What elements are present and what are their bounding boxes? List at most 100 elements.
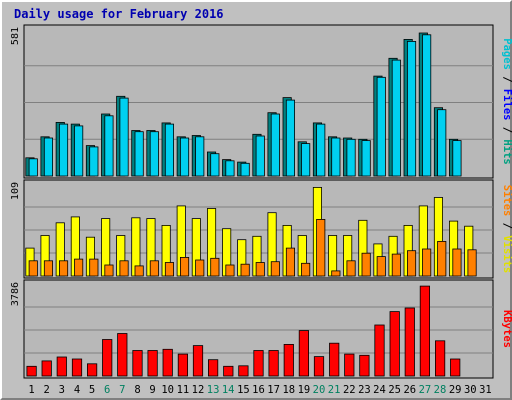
bar-pages-day-4 xyxy=(74,125,84,177)
legend-label: Sites xyxy=(501,185,512,217)
day-label-2: 2 xyxy=(44,384,50,396)
day-label-29: 29 xyxy=(449,384,462,396)
day-label-27: 27 xyxy=(419,384,432,396)
bar-sites-day-15 xyxy=(240,263,250,277)
chart-title: Daily usage for February 2016 xyxy=(14,7,224,21)
day-label-18: 18 xyxy=(282,384,295,396)
bar-pages-day-23 xyxy=(361,140,371,177)
bar-pages-day-5 xyxy=(89,146,99,177)
bar-pages-day-13 xyxy=(210,153,220,177)
bar-sites-day-20 xyxy=(316,218,326,277)
legend-pages-files-hits: Pages / Files / Hits xyxy=(501,38,512,164)
bar-sites-day-12 xyxy=(195,259,205,277)
day-label-31: 31 xyxy=(479,384,492,396)
day-label-16: 16 xyxy=(252,384,265,396)
bar-pages-day-1 xyxy=(28,158,38,177)
legend-label: / xyxy=(501,70,512,89)
bar-sites-day-11 xyxy=(179,256,190,277)
bar-pages-day-28 xyxy=(437,109,447,177)
bar-kbytes-day-19 xyxy=(298,330,310,377)
bar-kbytes-day-12 xyxy=(192,345,204,377)
bar-pages-day-27 xyxy=(422,34,432,177)
bar-kbytes-day-9 xyxy=(147,350,158,377)
bar-sites-day-5 xyxy=(89,258,99,277)
bar-sites-day-28 xyxy=(437,240,447,277)
max-label-kbytes: 3786 xyxy=(10,282,21,306)
bar-pages-day-26 xyxy=(406,41,417,177)
day-label-6: 6 xyxy=(104,384,110,396)
bar-sites-day-9 xyxy=(149,260,159,277)
legend-kbytes: KBytes xyxy=(501,310,512,348)
bar-sites-day-18 xyxy=(285,247,295,277)
bar-pages-day-21 xyxy=(331,137,341,177)
bar-kbytes-day-27 xyxy=(419,285,431,377)
bar-pages-day-3 xyxy=(59,123,69,177)
bar-sites-day-16 xyxy=(255,262,265,277)
bar-sites-day-17 xyxy=(270,261,280,277)
bar-kbytes-day-1 xyxy=(26,365,37,377)
bar-sites-day-19 xyxy=(301,262,311,277)
bar-pages-day-15 xyxy=(240,162,250,177)
bar-sites-day-29 xyxy=(452,248,462,277)
bar-pages-day-6 xyxy=(104,115,114,177)
bar-pages-day-8 xyxy=(134,131,144,177)
bar-pages-day-2 xyxy=(43,137,53,177)
bar-pages-day-18 xyxy=(285,99,295,177)
day-label-20: 20 xyxy=(313,384,326,396)
day-label-14: 14 xyxy=(222,384,235,396)
bar-kbytes-day-15 xyxy=(238,365,249,377)
bar-sites-day-26 xyxy=(406,250,417,277)
day-label-23: 23 xyxy=(358,384,371,396)
bar-sites-day-6 xyxy=(104,264,114,277)
day-label-5: 5 xyxy=(89,384,95,396)
bar-pages-day-25 xyxy=(391,59,401,177)
bar-kbytes-day-8 xyxy=(132,350,143,377)
bar-pages-day-11 xyxy=(179,137,190,177)
day-label-8: 8 xyxy=(134,384,140,396)
bar-kbytes-day-28 xyxy=(434,340,446,377)
day-label-13: 13 xyxy=(207,384,220,396)
day-label-9: 9 xyxy=(149,384,155,396)
day-label-21: 21 xyxy=(328,384,341,396)
day-label-15: 15 xyxy=(237,384,250,396)
day-label-7: 7 xyxy=(119,384,125,396)
bar-pages-day-9 xyxy=(149,131,159,177)
day-label-10: 10 xyxy=(161,384,174,396)
day-label-12: 12 xyxy=(192,384,205,396)
bar-pages-day-17 xyxy=(270,113,280,177)
bar-sites-day-22 xyxy=(346,260,356,277)
bar-kbytes-day-13 xyxy=(207,359,219,377)
bar-sites-day-4 xyxy=(74,258,84,277)
legend-label: / xyxy=(501,120,512,139)
bar-kbytes-day-16 xyxy=(253,350,264,377)
day-label-19: 19 xyxy=(298,384,311,396)
bar-pages-day-19 xyxy=(301,143,311,177)
legend-label: / xyxy=(501,216,512,235)
bar-pages-day-12 xyxy=(195,136,205,177)
legend-label: Pages xyxy=(501,38,512,70)
day-label-26: 26 xyxy=(403,384,416,396)
max-label-pages-files-hits: 581 xyxy=(10,27,21,45)
bar-pages-day-14 xyxy=(225,160,235,177)
bar-pages-day-20 xyxy=(316,123,326,177)
legend-label: Visits xyxy=(501,235,512,273)
day-label-25: 25 xyxy=(388,384,401,396)
bar-kbytes-day-14 xyxy=(223,365,234,377)
bar-kbytes-day-22 xyxy=(344,353,355,377)
bar-pages-day-29 xyxy=(452,140,462,177)
bar-sites-day-1 xyxy=(28,260,38,277)
bar-kbytes-day-20 xyxy=(313,356,325,377)
day-label-1: 1 xyxy=(28,384,34,396)
bar-pages-day-16 xyxy=(255,135,265,177)
legend-label: Files xyxy=(501,89,512,121)
bar-sites-day-23 xyxy=(361,252,371,277)
bar-kbytes-day-2 xyxy=(41,360,52,377)
bar-pages-day-10 xyxy=(164,123,175,177)
bar-kbytes-day-29 xyxy=(450,358,461,377)
day-label-4: 4 xyxy=(74,384,80,396)
bar-pages-day-22 xyxy=(346,138,356,177)
bar-sites-day-7 xyxy=(119,260,129,277)
day-label-11: 11 xyxy=(177,384,190,396)
bar-sites-day-24 xyxy=(376,256,386,277)
